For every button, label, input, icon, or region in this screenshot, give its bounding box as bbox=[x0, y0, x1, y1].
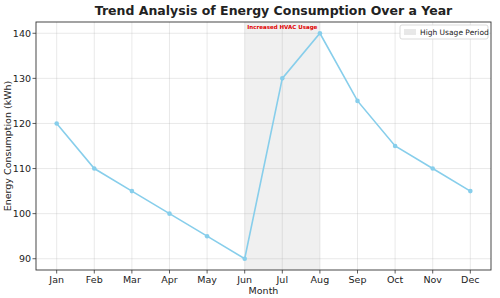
plot-frame bbox=[36, 22, 491, 270]
marker bbox=[92, 166, 97, 171]
y-tick bbox=[33, 168, 37, 169]
y-tick-label: 130 bbox=[13, 73, 31, 84]
x-grid-line bbox=[207, 22, 208, 270]
title: Trend Analysis of Energy Consumption Ove… bbox=[95, 3, 453, 18]
x-grid-line bbox=[470, 22, 471, 270]
x-tick bbox=[319, 270, 320, 274]
line bbox=[57, 33, 471, 258]
x-grid-line bbox=[169, 22, 170, 270]
y-tick bbox=[33, 33, 37, 34]
x-tick-label: Nov bbox=[423, 274, 442, 285]
plot-marks bbox=[54, 31, 472, 261]
x-tick-label: Oct bbox=[387, 274, 404, 285]
x-tick-label: Mar bbox=[123, 274, 141, 285]
marker bbox=[355, 99, 360, 104]
y-tick bbox=[33, 123, 37, 124]
x-tick bbox=[94, 270, 95, 274]
legend-swatch bbox=[404, 29, 416, 35]
y-grid-line bbox=[36, 213, 491, 214]
x-tick bbox=[357, 270, 358, 274]
marker bbox=[242, 256, 247, 261]
marker bbox=[280, 76, 285, 81]
legend-box bbox=[400, 25, 488, 39]
x-tick-label: Jan bbox=[48, 274, 64, 285]
x-tick bbox=[470, 270, 471, 274]
y-tick-label: 110 bbox=[13, 163, 31, 174]
chart: 90 100 110 120 130 140 Jan Feb Mar Apr May Jun Jul Au… bbox=[0, 0, 500, 298]
y-axis-label: Energy Consumption (kWh) bbox=[2, 81, 13, 212]
highlight-span bbox=[245, 22, 320, 270]
y-tick-label: 120 bbox=[13, 118, 31, 129]
y-tick-label: 140 bbox=[13, 28, 31, 39]
y-grid-line bbox=[36, 258, 491, 259]
marker bbox=[167, 211, 172, 216]
marker bbox=[468, 189, 473, 194]
x-grid-line bbox=[94, 22, 95, 270]
marker bbox=[318, 31, 323, 36]
y-tick bbox=[33, 213, 37, 214]
x-tick-label: Jun bbox=[236, 274, 252, 285]
marker bbox=[54, 121, 59, 126]
marker bbox=[130, 189, 135, 194]
x-tick-label: Sep bbox=[349, 274, 367, 285]
x-tick-label: Apr bbox=[161, 274, 178, 285]
x-tick-label: Dec bbox=[461, 274, 479, 285]
x-tick bbox=[395, 270, 396, 274]
x-tick bbox=[169, 270, 170, 274]
x-grid-line bbox=[282, 22, 283, 270]
x-tick bbox=[432, 270, 433, 274]
annotation: Increased HVAC Usage bbox=[247, 24, 317, 31]
x-tick bbox=[282, 270, 283, 274]
x-axis-label: Month bbox=[249, 285, 279, 296]
x-grid-line bbox=[131, 22, 132, 270]
y-grid-line bbox=[36, 123, 491, 124]
x-tick-label: Feb bbox=[86, 274, 103, 285]
x-tick bbox=[56, 270, 57, 274]
x-grid-line bbox=[432, 22, 433, 270]
y-tick bbox=[33, 258, 37, 259]
y-grid-line bbox=[36, 78, 491, 79]
x-grid-line bbox=[319, 22, 320, 270]
x-tick bbox=[207, 270, 208, 274]
x-tick-label: Aug bbox=[311, 274, 330, 285]
legend-label: High Usage Period bbox=[420, 28, 489, 37]
x-grid-line bbox=[244, 22, 245, 270]
x-tick-label: May bbox=[197, 274, 217, 285]
y-tick-label: 90 bbox=[19, 253, 31, 264]
y-tick-label: 100 bbox=[13, 208, 31, 219]
marker bbox=[393, 144, 398, 149]
x-tick bbox=[131, 270, 132, 274]
y-tick bbox=[33, 78, 37, 79]
x-tick-label: Jul bbox=[276, 274, 288, 285]
marker bbox=[430, 166, 435, 171]
marker bbox=[205, 234, 210, 239]
x-tick bbox=[244, 270, 245, 274]
x-grid-line bbox=[56, 22, 57, 270]
x-grid-line bbox=[357, 22, 358, 270]
